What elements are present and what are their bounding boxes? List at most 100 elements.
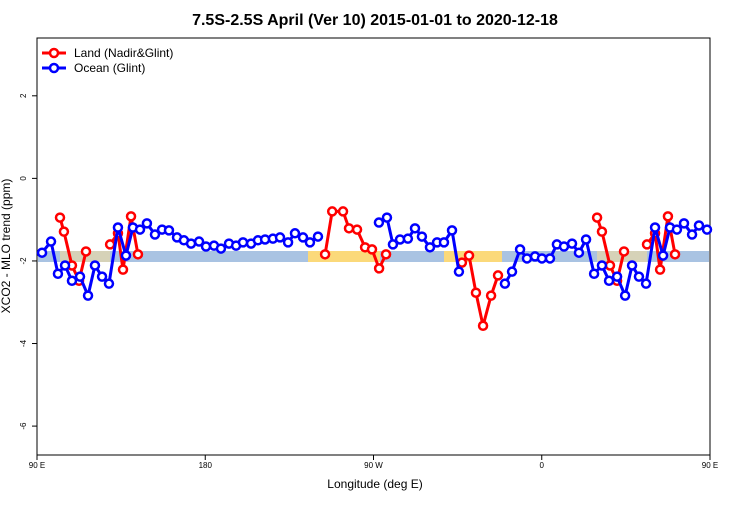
point <box>654 264 666 275</box>
point <box>89 260 101 271</box>
y-tick-label: 0 <box>19 176 28 181</box>
point <box>351 224 363 235</box>
point <box>485 290 497 301</box>
point <box>544 253 556 264</box>
point <box>446 225 458 236</box>
x-tick-label: 90 W <box>364 461 383 470</box>
point <box>297 232 309 243</box>
point <box>596 260 608 271</box>
point <box>596 226 608 237</box>
point <box>671 224 683 235</box>
point <box>373 217 385 228</box>
point <box>573 247 585 258</box>
point <box>185 238 197 249</box>
point <box>343 223 355 234</box>
point <box>669 249 681 260</box>
point <box>66 275 78 287</box>
point <box>36 247 48 258</box>
point <box>304 237 316 248</box>
point <box>193 236 205 247</box>
point <box>80 246 92 257</box>
x-tick-label: 0 <box>540 461 545 470</box>
point <box>237 237 249 248</box>
y-tick-label: 2 <box>19 93 28 98</box>
point <box>477 320 489 332</box>
point <box>274 232 286 243</box>
point <box>611 271 623 282</box>
point <box>626 260 638 271</box>
point <box>424 242 436 253</box>
point <box>125 211 137 222</box>
y-axis-label: XCO2 - MLO trend (ppm) <box>0 179 13 314</box>
x-axis-label: Longitude (deg E) <box>327 477 422 491</box>
point <box>566 238 578 249</box>
y-tick-label: -2 <box>19 257 28 265</box>
point <box>120 250 132 261</box>
legend-label: Ocean (Glint) <box>74 61 145 75</box>
x-tick-label: 90 E <box>29 461 45 470</box>
point <box>58 226 70 237</box>
point <box>289 228 301 239</box>
point <box>499 278 511 289</box>
point <box>603 275 615 287</box>
point <box>463 250 475 261</box>
point <box>337 206 349 217</box>
point <box>104 239 116 250</box>
point <box>492 270 504 281</box>
point <box>470 287 482 298</box>
land-band <box>308 251 380 262</box>
point <box>591 212 603 223</box>
point <box>693 220 705 231</box>
point <box>373 263 385 274</box>
x-tick-label: 90 E <box>702 461 718 470</box>
point <box>686 229 698 240</box>
point <box>701 224 713 235</box>
point <box>387 239 399 250</box>
point <box>59 260 71 271</box>
y-tick-label: -6 <box>19 422 28 430</box>
point <box>319 249 331 260</box>
x-tick-label: 180 <box>199 461 213 470</box>
chart-title: 7.5S-2.5S April (Ver 10) 2015-01-01 to 2… <box>192 12 558 29</box>
point <box>282 237 294 248</box>
point <box>117 264 129 275</box>
point <box>200 241 212 252</box>
y-tick-label: -4 <box>19 339 28 347</box>
point <box>409 223 421 234</box>
point <box>619 290 631 301</box>
point <box>132 249 144 260</box>
point <box>82 290 94 301</box>
point <box>96 271 108 282</box>
point <box>453 266 465 277</box>
point <box>54 212 66 223</box>
point <box>514 244 526 255</box>
point <box>438 237 450 248</box>
point <box>366 244 378 255</box>
point <box>134 224 146 235</box>
point <box>641 239 653 250</box>
point <box>163 225 175 236</box>
point <box>149 229 161 240</box>
point <box>588 268 600 279</box>
point <box>649 222 661 233</box>
point <box>141 218 153 229</box>
point <box>103 278 115 289</box>
point <box>45 236 57 247</box>
point <box>580 234 592 245</box>
point <box>633 271 645 282</box>
point <box>662 211 674 222</box>
point <box>506 266 518 277</box>
point <box>312 231 324 242</box>
point <box>640 278 652 289</box>
legend-marker <box>48 62 60 74</box>
point <box>381 212 393 223</box>
point <box>402 233 414 244</box>
point <box>326 206 338 217</box>
point <box>618 246 630 257</box>
point <box>521 253 533 264</box>
point <box>380 249 392 260</box>
point <box>657 250 669 261</box>
point <box>416 231 428 242</box>
point <box>112 222 124 233</box>
